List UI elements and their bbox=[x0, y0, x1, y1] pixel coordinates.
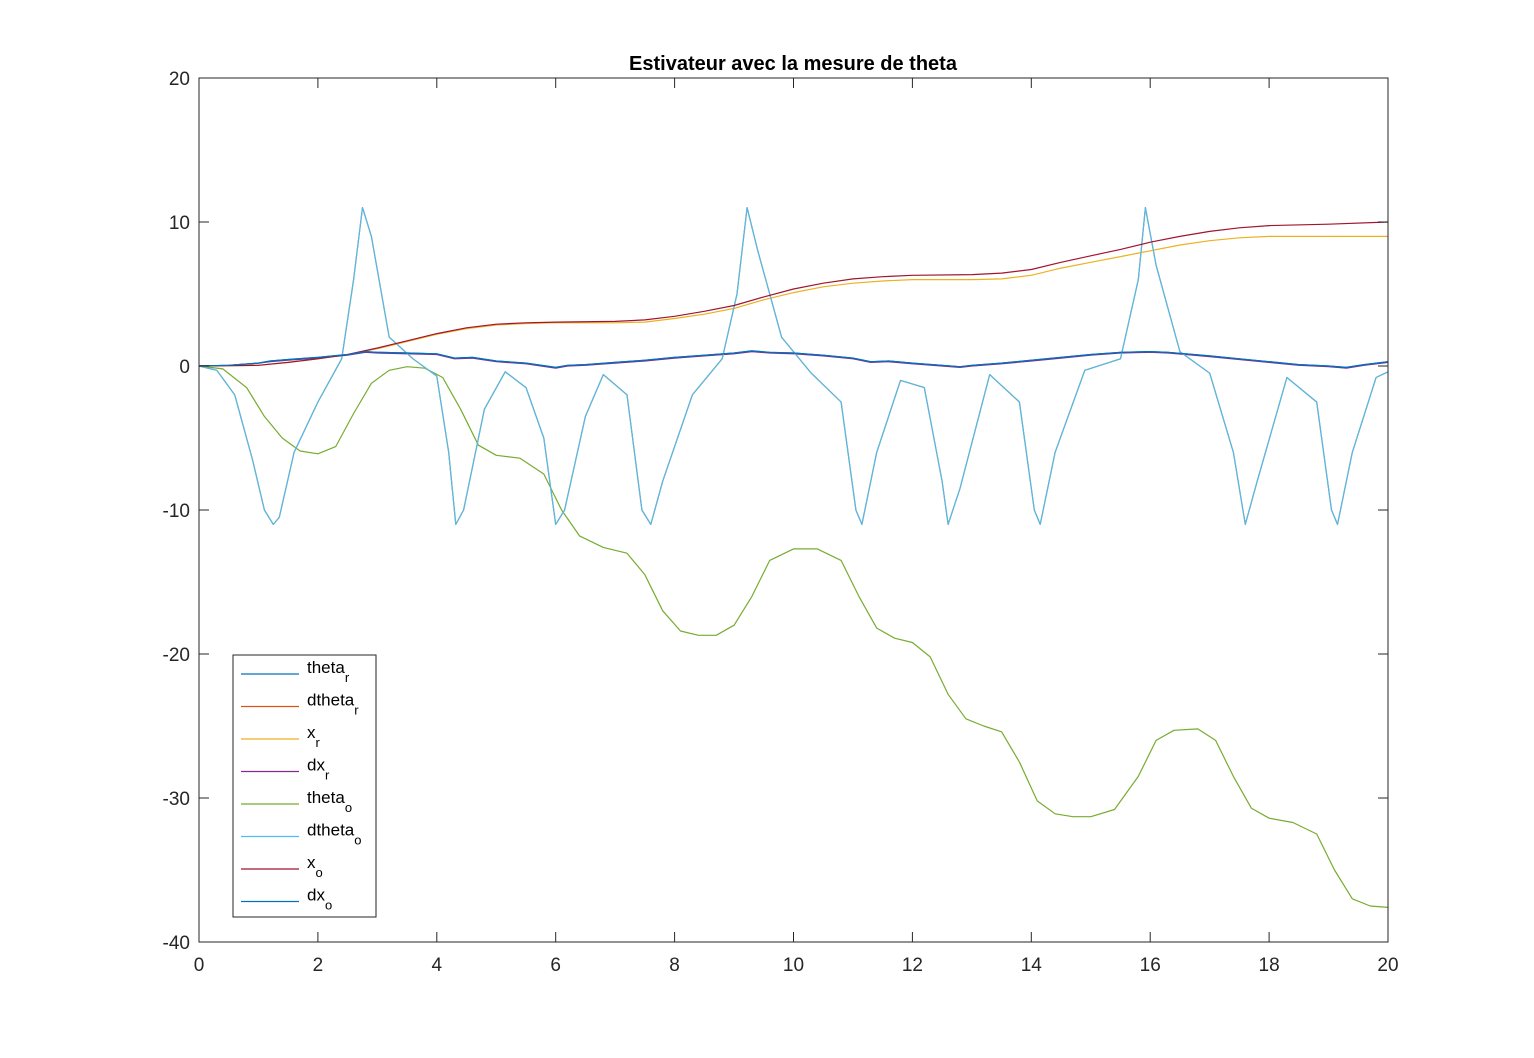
y-tick-label: -40 bbox=[163, 933, 190, 954]
y-tick-label: -10 bbox=[163, 501, 190, 522]
y-tick-label: 10 bbox=[169, 213, 190, 234]
series-line-theta-o bbox=[198, 365, 1389, 908]
x-tick-label: 16 bbox=[1140, 955, 1161, 976]
x-tick-label: 0 bbox=[194, 955, 205, 976]
chart-title: Estivateur avec la mesure de theta bbox=[629, 53, 958, 75]
x-tick-label: 10 bbox=[783, 955, 804, 976]
legend: thetar dthetar xr dxr thetao dthetao xo dxo bbox=[232, 654, 377, 918]
legend-entry: xr bbox=[307, 723, 321, 750]
legend-entry: xo bbox=[307, 853, 323, 880]
x-tick-label: 8 bbox=[669, 955, 680, 976]
series-line-x-o bbox=[198, 221, 1389, 367]
y-tick-label: 20 bbox=[169, 69, 190, 90]
legend-entry: dthetar bbox=[307, 691, 359, 718]
y-tick-label: -20 bbox=[163, 645, 190, 666]
x-axis: 0 2 4 6 8 10 12 14 16 18 20 bbox=[194, 78, 1399, 976]
series-line-x-r bbox=[198, 235, 1388, 367]
legend-entry: dthetao bbox=[307, 821, 362, 848]
y-tick-label: 0 bbox=[179, 357, 190, 378]
legend-entry: thetar bbox=[307, 658, 350, 685]
y-axis: -40 -30 -20 -10 0 10 20 bbox=[163, 69, 1388, 954]
series-line-dtheta-o bbox=[198, 207, 1389, 525]
x-tick-label: 20 bbox=[1377, 955, 1398, 976]
series-layer bbox=[198, 207, 1389, 908]
legend-box bbox=[232, 654, 377, 918]
x-tick-label: 6 bbox=[550, 955, 561, 976]
x-tick-label: 14 bbox=[1021, 955, 1043, 976]
x-tick-label: 4 bbox=[432, 955, 443, 976]
legend-entry: thetao bbox=[307, 788, 352, 815]
series-line-dx-o bbox=[198, 350, 1389, 368]
y-tick-label: -30 bbox=[163, 789, 190, 810]
x-tick-label: 12 bbox=[902, 955, 923, 976]
legend-entry: dxo bbox=[307, 886, 332, 913]
x-tick-label: 2 bbox=[313, 955, 324, 976]
plot-area bbox=[199, 78, 1388, 942]
legend-entry: dxr bbox=[307, 756, 330, 783]
x-tick-label: 18 bbox=[1259, 955, 1280, 976]
